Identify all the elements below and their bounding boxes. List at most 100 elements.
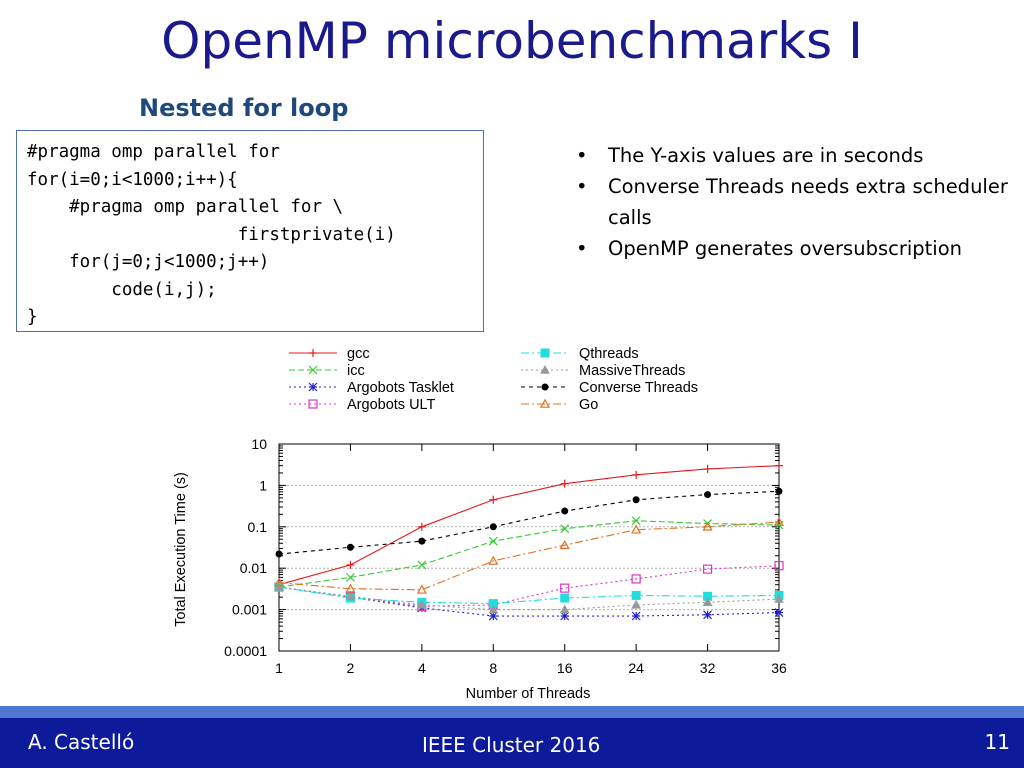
data-point-massivethreads (559, 604, 570, 614)
slide-title: OpenMP microbenchmarks I (161, 12, 863, 70)
code-line: #pragma omp parallel for \ (27, 197, 344, 217)
data-point-argobots-ult (702, 564, 713, 574)
x-tick-label: 32 (700, 660, 716, 676)
code-snippet: #pragma omp parallel for for(i=0;i<1000;… (16, 130, 484, 332)
legend-label-massivethreads: MassiveThreads (579, 363, 685, 379)
data-point-go (631, 524, 642, 534)
data-point-argobots-tasklet (703, 610, 712, 620)
data-point-icc (560, 524, 570, 534)
data-point-gcc (417, 522, 426, 531)
data-point-argobots-tasklet (774, 608, 784, 617)
data-point-icc (346, 572, 355, 582)
data-point-gcc (703, 464, 712, 473)
page-number: 11 (984, 730, 1010, 754)
data-point-go (273, 577, 285, 587)
footer-bar (0, 718, 1024, 768)
legend-label-converse-threads: Converse Threads (579, 380, 698, 396)
data-point-qthreads (560, 593, 570, 603)
data-point-go (702, 521, 713, 531)
code-line: firstprivate(i) (27, 224, 396, 245)
data-point-massivethreads (488, 604, 499, 614)
legend-marker-massivethreads (540, 364, 550, 374)
data-point-argobots-tasklet (631, 611, 641, 621)
y-tick-label: 0.01 (240, 560, 267, 576)
data-point-icc (488, 536, 498, 546)
series-line-qthreads (278, 586, 780, 605)
legend-label-argobots-ult: Argobots ULT (347, 397, 436, 413)
series-line-massivethreads (278, 586, 780, 611)
data-point-massivethreads (417, 599, 427, 609)
code-line: code(i,j); (27, 279, 217, 300)
legend-label-go: Go (579, 397, 598, 413)
series-line-go (278, 521, 780, 591)
data-point-gcc (632, 470, 641, 479)
data-point-go (559, 539, 570, 549)
y-tick-label: 10 (251, 436, 267, 452)
data-point-converse-threads (561, 507, 569, 515)
x-tick-label: 16 (557, 660, 573, 676)
data-point-massivethreads (345, 591, 356, 600)
x-axis-label: Number of Threads (466, 686, 591, 702)
data-point-massivethreads (702, 597, 713, 607)
series-line-argobots-ult (278, 565, 780, 607)
data-point-converse-threads (275, 550, 283, 558)
data-point-qthreads (631, 590, 641, 600)
data-point-argobots-ult (774, 561, 784, 571)
legend-label-gcc: gcc (347, 346, 370, 362)
data-point-gcc (489, 495, 498, 504)
y-tick-label: 0.0001 (224, 643, 267, 659)
data-point-go (416, 584, 427, 594)
series-line-argobots-tasklet (278, 586, 780, 617)
x-tick-label: 24 (628, 660, 644, 676)
data-point-gcc (560, 479, 569, 488)
legend-marker-argobots-tasklet (308, 382, 318, 392)
data-point-gcc (775, 461, 783, 470)
data-point-converse-threads (418, 537, 426, 545)
data-point-argobots-tasklet (560, 611, 570, 621)
data-point-argobots-ult (560, 583, 570, 593)
x-tick-label: 4 (418, 660, 426, 676)
legend-marker-qthreads (540, 348, 550, 358)
data-point-massivethreads (774, 594, 784, 603)
footer-author: A. Castelló (28, 730, 135, 754)
x-tick-label: 1 (275, 660, 283, 676)
legend-marker-go (539, 398, 551, 408)
legend-marker-argobots-ult (308, 399, 318, 409)
data-point-argobots-tasklet (488, 611, 498, 621)
legend-label-icc: icc (347, 363, 365, 379)
bullet-item: OpenMP generates oversubscription (572, 233, 1012, 264)
y-tick-label: 0.1 (248, 519, 268, 535)
legend-marker-icc (308, 365, 318, 375)
legend-label-argobots-tasklet: Argobots Tasklet (347, 380, 454, 396)
data-point-gcc (346, 560, 355, 569)
series-line-gcc (278, 465, 780, 586)
data-point-converse-threads (489, 523, 497, 531)
data-point-converse-threads (704, 491, 712, 499)
data-point-go (488, 555, 499, 565)
x-tick-label: 36 (771, 660, 787, 676)
x-tick-label: 8 (489, 660, 497, 676)
bullet-item: The Y-axis values are in seconds (572, 140, 1012, 171)
data-point-massivethreads (631, 599, 641, 609)
data-point-converse-threads (632, 496, 640, 504)
bullet-item: Converse Threads needs extra scheduler c… (572, 171, 1012, 233)
data-point-icc (417, 560, 427, 570)
x-tick-label: 2 (347, 660, 355, 676)
data-point-go (773, 516, 785, 526)
data-point-argobots-ult (631, 574, 641, 584)
y-axis-label: Total Execution Time (s) (173, 472, 189, 627)
plot-frame (278, 443, 780, 652)
data-point-icc (631, 516, 641, 526)
code-line: } (27, 307, 38, 327)
series-line-icc (278, 520, 780, 588)
code-line: for(i=0;i<1000;i++){ (27, 169, 238, 190)
data-point-converse-threads (775, 487, 783, 495)
data-point-massivethreads (274, 582, 284, 591)
legend-label-qthreads: Qthreads (579, 346, 639, 362)
data-point-converse-threads (346, 543, 354, 551)
bullet-list: The Y-axis values are in seconds Convers… (572, 140, 1012, 264)
y-tick-label: 1 (259, 477, 267, 493)
footer-conference: IEEE Cluster 2016 (422, 733, 601, 757)
legend-marker-gcc (309, 349, 317, 357)
